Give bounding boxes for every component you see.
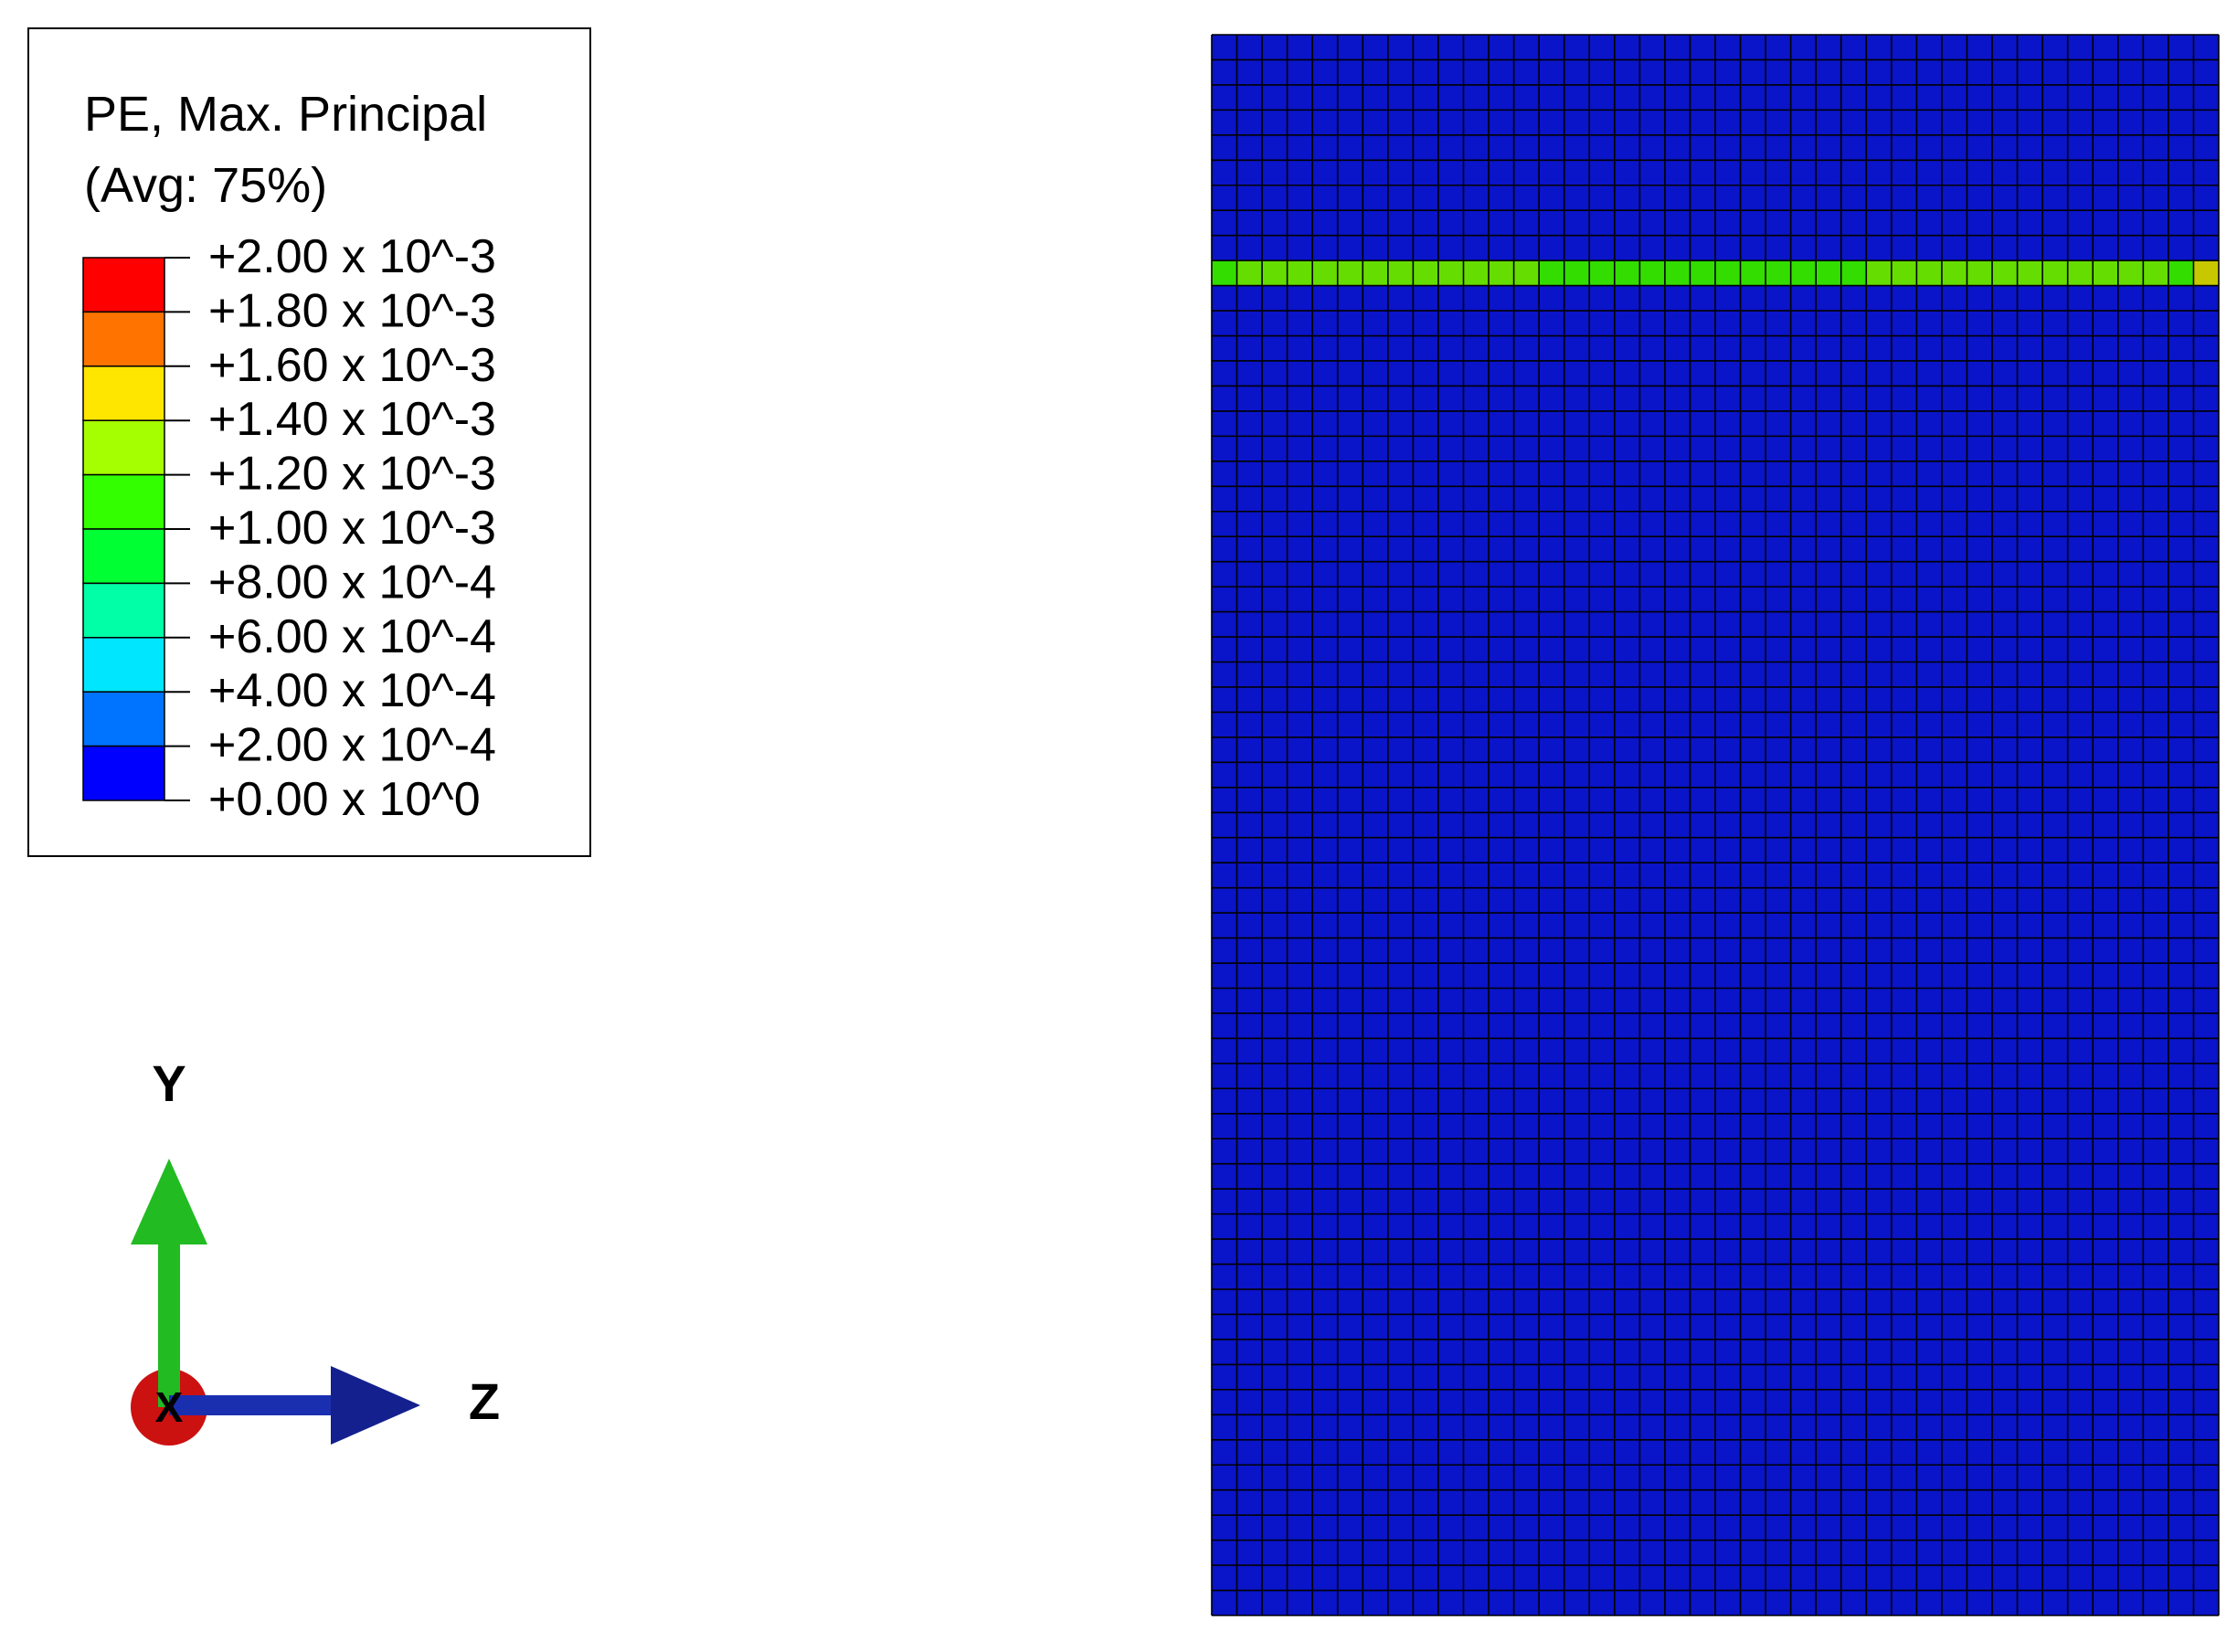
legend-label: +1.60 x 10^-3 [208, 339, 496, 392]
element-band [2042, 260, 2068, 286]
element-band [1589, 260, 1615, 286]
element-band [1639, 260, 1665, 286]
mesh [1211, 34, 2220, 1616]
element-band [1262, 260, 1288, 286]
color-band [82, 257, 165, 313]
legend-label: +6.00 x 10^-4 [208, 610, 496, 663]
element-band [1212, 260, 1237, 286]
element-band [1337, 260, 1363, 286]
color-bar: +2.00 x 10^-3+1.80 x 10^-3+1.60 x 10^-3+… [82, 230, 496, 826]
color-band [82, 528, 165, 585]
element-band [1992, 260, 2018, 286]
legend-label: +8.00 x 10^-4 [208, 556, 496, 609]
element-band [1866, 260, 1892, 286]
y-axis-label: Y [152, 1054, 186, 1112]
color-band [82, 691, 165, 747]
element-band [1891, 260, 1917, 286]
z-axis-label: Z [469, 1372, 500, 1430]
element-band [1916, 260, 1942, 286]
element-band [1312, 260, 1338, 286]
color-band [82, 365, 165, 421]
element-band [2143, 260, 2168, 286]
legend-label: +1.80 x 10^-3 [208, 284, 496, 337]
element-band [1614, 260, 1640, 286]
color-band [82, 311, 165, 367]
color-band [82, 582, 165, 639]
element-band [1564, 260, 1590, 286]
z-axis-shaft [169, 1395, 338, 1415]
element-band [1840, 260, 1867, 286]
element-band [1387, 260, 1414, 286]
element-band [1765, 260, 1791, 286]
legend-label: +4.00 x 10^-4 [208, 664, 496, 717]
element-band [1362, 260, 1388, 286]
legend-label: +1.20 x 10^-3 [208, 448, 496, 501]
element-band [1790, 260, 1817, 286]
element-band [2193, 260, 2219, 286]
legend-label: +0.00 x 10^0 [208, 773, 481, 826]
triad: Y Z X [131, 1054, 500, 1446]
element-band [1816, 260, 1841, 286]
legend-title: PE, Max. Principal [84, 87, 487, 142]
legend-label: +2.00 x 10^-3 [208, 230, 496, 283]
element-band [1489, 260, 1514, 286]
element-band [1690, 260, 1715, 286]
z-axis-arrowhead [331, 1366, 420, 1445]
element-band [2017, 260, 2043, 286]
color-band [82, 745, 165, 801]
element-band [1539, 260, 1564, 286]
element-band [1664, 260, 1691, 286]
legend-label: +1.40 x 10^-3 [208, 393, 496, 446]
element-band [1287, 260, 1313, 286]
legend-subtitle: (Avg: 75%) [84, 158, 327, 213]
color-band [82, 473, 165, 530]
element-band [1413, 260, 1438, 286]
element-band [2168, 260, 2194, 286]
element-band [1236, 260, 1263, 286]
y-axis-arrowhead [131, 1159, 207, 1244]
element-band [2093, 260, 2118, 286]
element-band [2067, 260, 2094, 286]
element-band [1740, 260, 1766, 286]
color-band [82, 637, 165, 693]
element-band [1463, 260, 1490, 286]
y-axis-shaft [158, 1238, 180, 1407]
element-band [1513, 260, 1540, 286]
element-band [1437, 260, 1464, 286]
legend-label: +1.00 x 10^-3 [208, 502, 496, 555]
legend-label: +2.00 x 10^-4 [208, 719, 496, 772]
color-band [82, 419, 165, 476]
element-band [1967, 260, 1993, 286]
element-band [1715, 260, 1741, 286]
x-axis-label: X [155, 1383, 184, 1431]
element-band [1941, 260, 1967, 286]
element-band [2117, 260, 2144, 286]
